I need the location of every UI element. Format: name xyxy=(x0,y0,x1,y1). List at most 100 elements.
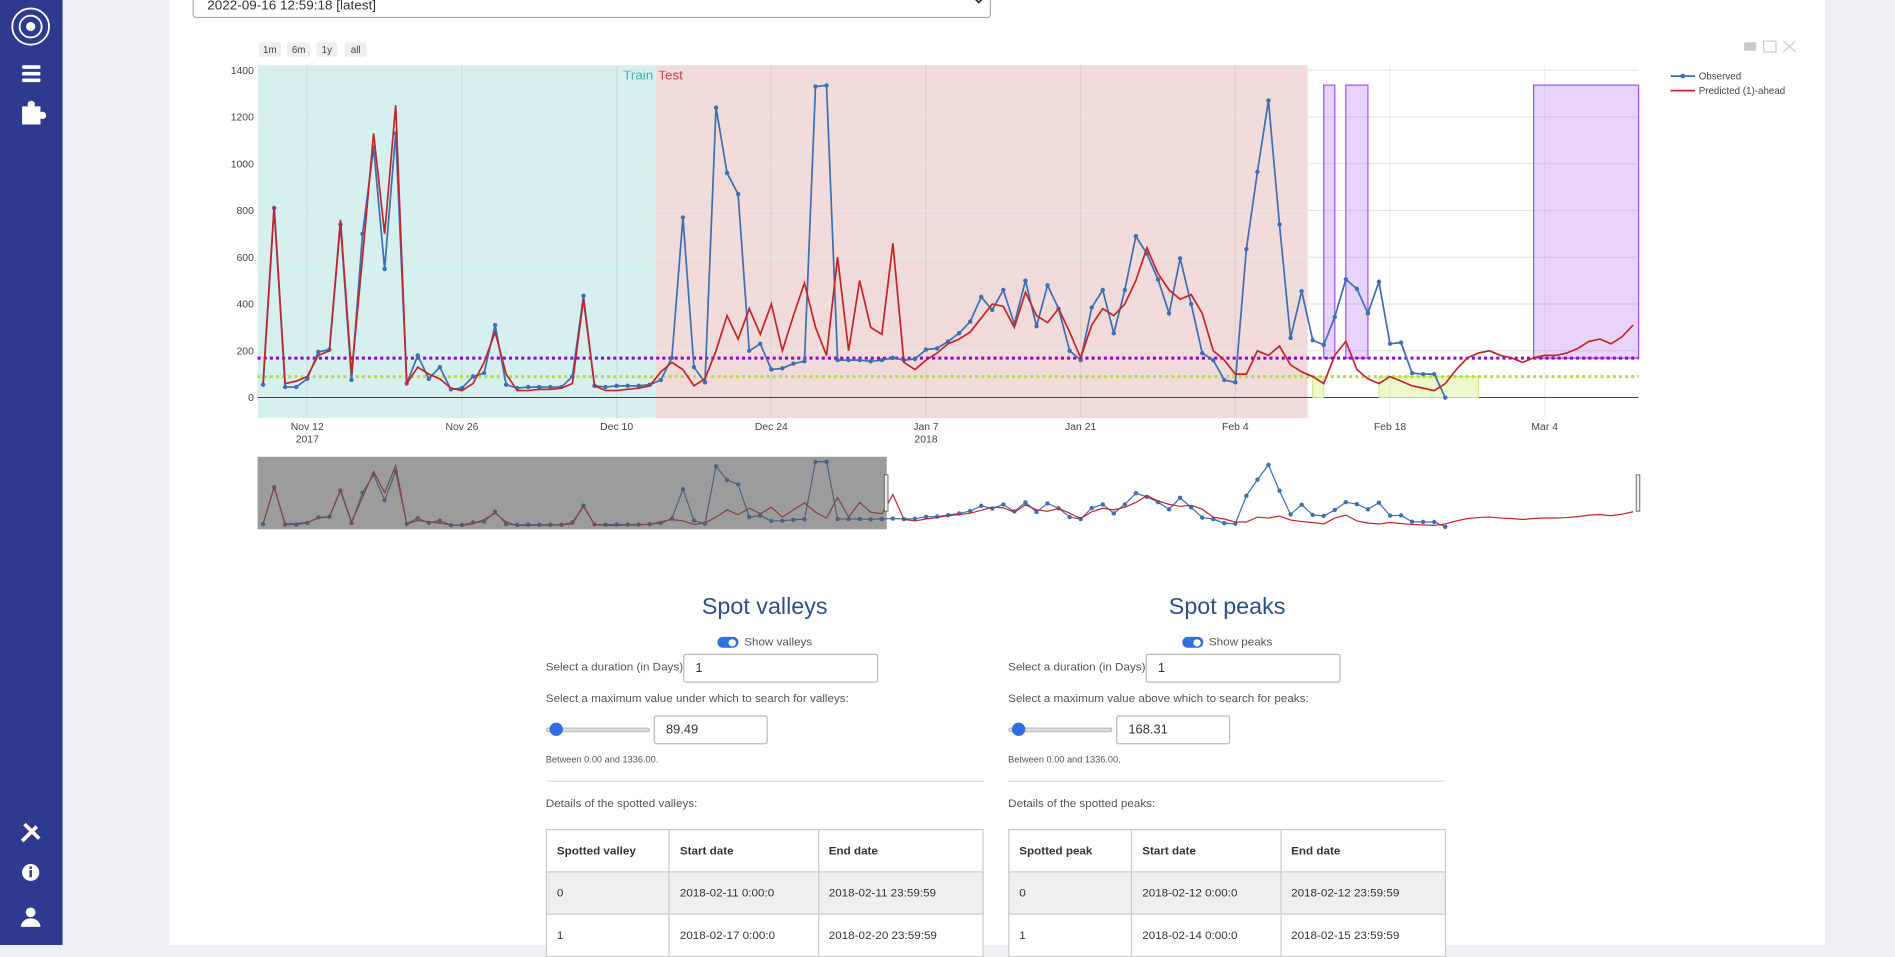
series-line-marker xyxy=(636,383,641,389)
peak-span xyxy=(1345,84,1369,359)
range-button[interactable] xyxy=(258,42,281,57)
sidebar-icons xyxy=(11,7,50,927)
range-button[interactable] xyxy=(316,42,338,57)
series-line-marker xyxy=(956,331,962,336)
series-line-marker xyxy=(791,361,796,366)
series-line-marker xyxy=(890,355,896,360)
table-cell: 2018-02-14 0:00:0 xyxy=(1131,913,1282,957)
modebar[interactable] xyxy=(1744,40,1797,53)
table-cell: 2018-02-17 0:00:0 xyxy=(668,913,819,957)
plugin-icon[interactable] xyxy=(22,100,47,125)
x-tick-label: Jan 21 xyxy=(1065,422,1096,433)
rangeslider-line-marker xyxy=(1343,500,1349,505)
duration-label: Select a duration (in Days): xyxy=(1008,660,1149,675)
rangeslider-line-marker xyxy=(1266,462,1271,468)
table-cell: 2018-02-12 0:00:0 xyxy=(1131,871,1282,915)
rangeslider-line-marker xyxy=(967,508,973,514)
rangeslider-line-marker xyxy=(1443,524,1448,530)
series-line-marker xyxy=(1045,283,1050,288)
slider-track[interactable] xyxy=(545,727,651,733)
logo[interactable] xyxy=(11,7,50,46)
series-line-marker xyxy=(614,383,619,389)
series-line-marker xyxy=(537,384,542,390)
series-line-marker xyxy=(1299,288,1304,294)
series-line-marker xyxy=(990,307,995,313)
column-header: End date xyxy=(817,828,984,873)
x-tick-label: Mar 4 xyxy=(1531,422,1558,433)
duration-input[interactable]: 1 xyxy=(683,653,879,683)
series-line-marker xyxy=(813,84,818,89)
range-button-label: all xyxy=(351,45,361,56)
range-button[interactable] xyxy=(287,42,311,57)
toggle-switch[interactable] xyxy=(1181,636,1203,648)
duration-label: Select a duration (in Days): xyxy=(545,660,687,675)
rangeslider-line-marker xyxy=(1409,519,1415,524)
series-line-marker xyxy=(1023,278,1028,283)
series-line-marker xyxy=(1100,287,1105,293)
sidebar xyxy=(0,0,63,945)
series-line-marker xyxy=(846,357,851,363)
table-row: 0 2018-02-12 0:00:0 2018-02-12 23:59:59 xyxy=(1008,871,1447,915)
rangeslider-line-marker xyxy=(979,503,984,509)
table-cell: 1 xyxy=(545,913,671,957)
rangeslider-handle[interactable] xyxy=(1635,474,1641,512)
series-line-marker xyxy=(934,346,940,351)
range-button[interactable] xyxy=(344,42,367,57)
menu-icon[interactable] xyxy=(22,65,41,83)
series-line-marker xyxy=(1376,279,1382,284)
rangeslider-mask xyxy=(257,456,887,530)
series-line-marker xyxy=(415,353,420,358)
version-select[interactable]: 2022-09-16 12:59:18 [latest] xyxy=(192,0,992,19)
series-line-marker xyxy=(758,341,763,346)
range-note: Between 0.00 and 1336.00. xyxy=(545,754,659,765)
series-line-marker xyxy=(658,377,664,383)
series-line-marker xyxy=(691,364,697,370)
rangeslider-line-marker xyxy=(1310,512,1315,518)
rangeslider-line-marker xyxy=(1420,519,1426,525)
y-tick-label: 200 xyxy=(237,346,255,357)
toggle-label: Show valleys xyxy=(744,635,813,649)
user-icon[interactable] xyxy=(20,907,41,927)
series-line-marker xyxy=(1078,357,1083,363)
rangeslider-handle[interactable] xyxy=(883,474,889,512)
info-icon[interactable] xyxy=(22,864,40,881)
series-line-marker xyxy=(713,105,719,110)
series-line-marker xyxy=(747,348,752,353)
series-line-marker xyxy=(735,191,741,197)
series-line-marker xyxy=(1177,256,1183,261)
max-input[interactable]: 89.49 xyxy=(653,715,768,745)
rangeslider-line-marker xyxy=(1177,495,1183,500)
panel-title: Spot valleys xyxy=(701,594,828,620)
slider-track[interactable] xyxy=(1008,727,1113,733)
series-line-marker xyxy=(382,266,387,272)
series-line-marker xyxy=(282,384,288,390)
series-line-marker xyxy=(1133,234,1139,239)
slider-knob[interactable] xyxy=(549,722,563,736)
series-line-marker xyxy=(1034,324,1039,329)
table-row: 1 2018-02-17 0:00:0 2018-02-20 23:59:59 xyxy=(545,913,984,957)
rangeslider-line-marker xyxy=(1244,493,1249,499)
results-table: Spotted peak Start date End date 0 2018-02-1… xyxy=(1008,828,1447,957)
tools-icon[interactable] xyxy=(20,822,41,843)
duration-input[interactable]: 1 xyxy=(1145,653,1341,683)
series-line xyxy=(262,105,1634,392)
column-header: Spotted peak xyxy=(1008,828,1133,873)
x-tick-label: Dec 10 xyxy=(600,422,633,433)
toggle-switch[interactable] xyxy=(717,636,739,648)
rangeslider-line-marker xyxy=(1166,507,1172,512)
max-input[interactable]: 168.31 xyxy=(1116,715,1231,745)
range-button-label: 1y xyxy=(322,45,332,56)
series-line-marker xyxy=(1432,371,1437,377)
series-line-marker xyxy=(868,359,873,364)
slider-knob[interactable] xyxy=(1011,722,1026,736)
select-arrow xyxy=(974,0,983,4)
toggle-row: Show valleys xyxy=(546,636,984,649)
divider xyxy=(545,780,984,782)
rangeslider-line-marker xyxy=(1354,501,1360,507)
series-line-marker xyxy=(625,383,630,389)
range-button-label: 6m xyxy=(292,45,306,56)
series-line-marker xyxy=(548,384,553,390)
rangeslider-line-marker xyxy=(1398,513,1404,518)
series-line-marker xyxy=(360,231,365,237)
